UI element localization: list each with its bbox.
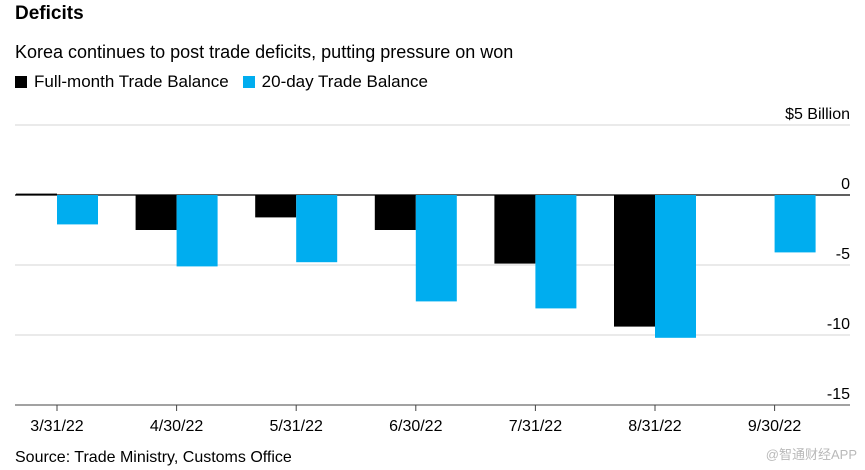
bar-full-month-8-31-22: [614, 195, 655, 327]
legend-swatch-20-day: [242, 76, 255, 88]
bar-full-month-3-31-22: [16, 193, 57, 196]
bar-full-month-5-31-22: [255, 195, 297, 218]
y-tick-label-neg10: -10: [827, 316, 850, 333]
legend-item-20-day: 20-day Trade Balance: [242, 72, 428, 92]
y-tick-label-neg15: -15: [827, 386, 850, 403]
bar-20-day-3-31-22: [57, 195, 98, 225]
x-tick-label-4-30-22: 4/30/22: [150, 418, 203, 435]
bar-full-month-4-30-22: [135, 195, 177, 230]
x-tick-label-8-31-22: 8/31/22: [628, 418, 681, 435]
legend: Full-month Trade Balance 20-day Trade Ba…: [15, 72, 442, 92]
legend-item-full-month: Full-month Trade Balance: [15, 72, 229, 92]
bar-full-month-6-30-22: [374, 195, 416, 230]
chart-title: Deficits: [15, 3, 84, 24]
bar-20-day-9-30-22: [774, 195, 816, 253]
legend-swatch-full-month: [15, 76, 27, 88]
y-tick-label-0: 0: [841, 176, 850, 193]
x-tick-label-5-31-22: 5/31/22: [270, 418, 323, 435]
y-tick-label-neg5: -5: [836, 246, 850, 263]
x-tick-label-7-31-22: 7/31/22: [509, 418, 562, 435]
x-tick-label-3-31-22: 3/31/22: [30, 418, 83, 435]
legend-label-full-month: Full-month Trade Balance: [34, 72, 229, 91]
legend-label-20-day: 20-day Trade Balance: [261, 72, 428, 91]
y-tick-label-5: $5 Billion: [785, 106, 850, 123]
x-tick-label-9-30-22: 9/30/22: [748, 418, 801, 435]
bar-20-day-7-31-22: [535, 195, 577, 309]
bar-full-month-7-31-22: [494, 195, 536, 264]
bar-20-day-5-31-22: [296, 195, 338, 263]
bar-20-day-4-30-22: [176, 195, 218, 267]
bar-20-day-8-31-22: [655, 195, 696, 338]
bar-20-day-6-30-22: [415, 195, 457, 302]
chart-subtitle: Korea continues to post trade deficits, …: [15, 42, 514, 62]
watermark: @智通财经APP: [765, 447, 857, 462]
source-note: Source: Trade Ministry, Customs Office: [15, 449, 292, 466]
x-tick-label-6-30-22: 6/30/22: [389, 418, 442, 435]
